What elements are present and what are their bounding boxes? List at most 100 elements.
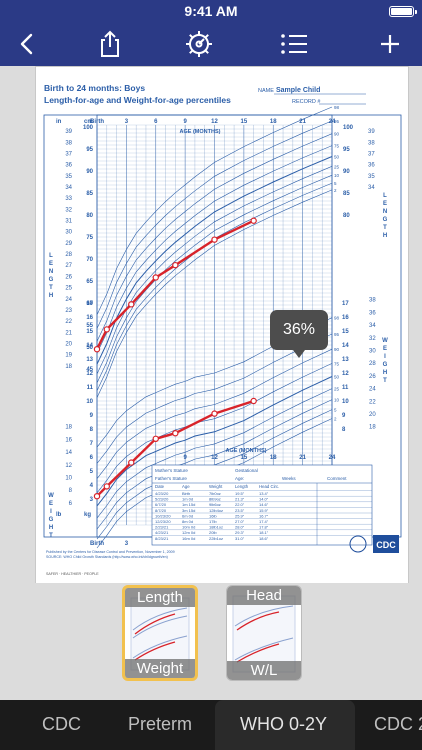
unit-cm: cm (84, 119, 93, 125)
percentile-label: 75 (334, 361, 340, 366)
growth-chart-page[interactable]: Birth to 24 months: Boys Length-for-age … (35, 66, 409, 592)
tick-label-x: 9 (183, 119, 187, 125)
unit-kg: kg (84, 512, 91, 518)
tick-label-x: 24 (329, 455, 336, 461)
tick-label-lb: 36 (369, 310, 376, 316)
table-cell: 22.0" (235, 502, 245, 507)
tick-label-weight: 9 (90, 413, 94, 419)
thumbnail-length-weight[interactable]: Length Weight (122, 585, 198, 681)
status-bar: 9:41 AM (0, 0, 422, 22)
table-header-cell: Date (155, 484, 165, 489)
tick-label-lb: 6 (69, 501, 73, 507)
table-cell: 14.0" (259, 497, 269, 502)
table-cell: 2/23/21 (155, 525, 169, 530)
tick-label-weight: 13 (342, 357, 349, 363)
chart-title: Birth to 24 months: Boys (44, 83, 145, 93)
tick-label-inch: 39 (368, 129, 375, 135)
unit-in: in (56, 119, 62, 125)
back-button[interactable] (10, 28, 44, 60)
table-cell: 16m 0d (182, 536, 195, 541)
tab-cdc-2[interactable]: CDC 2 (374, 714, 422, 734)
table-cell: 17.8" (259, 525, 269, 530)
length-data-point (172, 261, 179, 269)
table-cell: 8m 0d (182, 519, 193, 524)
tick-label-length: 60 (86, 301, 93, 307)
settings-button[interactable] (182, 28, 216, 60)
tick-label-inch: 35 (368, 174, 375, 180)
weight-percentile-curve (96, 376, 333, 507)
tick-label-weight: 11 (342, 385, 349, 391)
table-cell: Birth (182, 491, 190, 496)
tick-label-weight: 12 (342, 371, 349, 377)
length-percentile-curve (96, 156, 333, 365)
share-icon (101, 30, 119, 57)
table-cell: 7lb0oz (209, 491, 221, 496)
tick-label-weight: 3 (90, 497, 94, 503)
thumbnail-preview (232, 595, 296, 673)
percentile-label: 25 (334, 164, 340, 169)
tick-label-inch: 39 (65, 129, 72, 135)
tick-label-inch: 22 (65, 319, 72, 325)
safer-tagline: SAFER · HEALTHIER · PEOPLE (46, 572, 99, 576)
battery-icon (389, 6, 417, 17)
tick-label-weight: 9 (342, 413, 346, 419)
tick-label-weight: 10 (342, 399, 349, 405)
chart-thumbnails: Length Weight Head W/L (0, 583, 422, 698)
table-cell: 17lb (209, 519, 217, 524)
tick-label-weight: 10 (86, 399, 93, 405)
length-percentile-curve (96, 166, 333, 375)
age-axis-label: AGE (MONTHS) (180, 129, 221, 135)
tick-label-weight: 6 (90, 455, 94, 461)
tick-label-length: 95 (343, 147, 350, 153)
tick-label-inch: 37 (65, 151, 72, 157)
tick-label-length: 85 (86, 191, 93, 197)
add-button[interactable] (373, 28, 407, 60)
table-cell: 12m 0d (182, 530, 195, 535)
tick-label-weight: 12 (86, 371, 93, 377)
table-header-cell: Weight (209, 484, 223, 489)
thumbnail-top-label: Length (125, 588, 195, 607)
percentile-label: 50 (334, 154, 340, 159)
table-cell: 19.5" (235, 491, 245, 496)
unit-lb: lb (56, 512, 62, 518)
tick-label-lb: 26 (369, 374, 376, 380)
name-value: Sample Child (276, 87, 320, 94)
length-data-point (128, 301, 135, 308)
tick-label-length: 80 (86, 213, 93, 219)
tick-label-weight: 8 (342, 427, 346, 433)
tab-cdc[interactable]: CDC (42, 714, 81, 734)
table-cell: 12/23/20 (155, 519, 171, 524)
tick-label-x: 18 (270, 119, 277, 125)
table-cell: 18.6" (259, 536, 269, 541)
thumbnail-head-wl[interactable]: Head W/L (226, 585, 302, 681)
tab-preterm[interactable]: Preterm (128, 714, 193, 734)
weight-data-point (152, 435, 159, 442)
tick-label-length: 100 (343, 125, 354, 131)
weight-data-point (93, 493, 101, 500)
tick-label-x: 12 (211, 119, 218, 125)
tick-label-lb: 38 (369, 298, 376, 304)
table-cell: 25.9" (235, 513, 245, 518)
tick-label-weight: 15 (342, 329, 349, 335)
tick-label-length: 90 (343, 169, 350, 175)
table-cell: 8/23/21 (155, 536, 169, 541)
percentile-label: 25 (334, 387, 340, 392)
weight-percentile-curve (96, 333, 333, 464)
table-cell: 12lb4oz (209, 508, 223, 513)
cdc-logo-text: CDC (376, 540, 396, 550)
percentile-label: 50 (334, 375, 340, 380)
fathers-stature-label: Father's Stature (155, 476, 187, 481)
tick-label-x: 15 (241, 119, 248, 125)
tick-label-lb: 22 (369, 399, 376, 405)
percentile-label: 2 (334, 417, 337, 422)
table-cell: 16.7" (259, 513, 269, 518)
share-button[interactable] (93, 28, 127, 60)
tab-who-0-2y[interactable]: WHO 0-2Y (215, 700, 355, 750)
list-button[interactable] (277, 28, 311, 60)
table-cell: 18lb1oz (209, 525, 223, 530)
chart-type-tabs: CDC Preterm WHO 0-2Y CDC 2 (0, 700, 422, 750)
tick-label-inch: 35 (65, 174, 72, 180)
table-cell: 28.0" (235, 525, 245, 530)
tick-label-lb: 32 (369, 336, 376, 342)
